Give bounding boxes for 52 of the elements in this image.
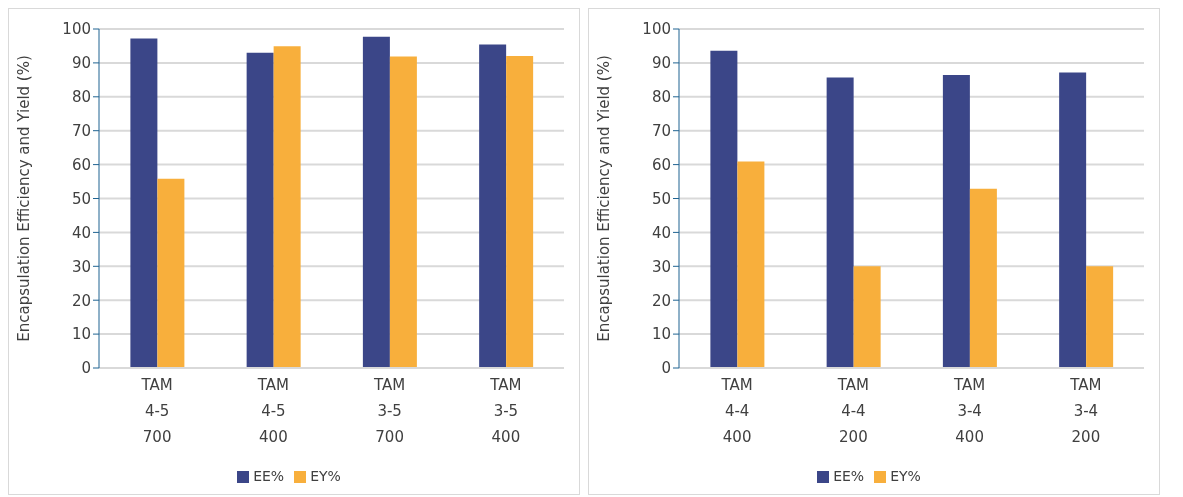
- x-tick-label: TAM 3-4 200: [1069, 376, 1102, 446]
- y-tick-label: 80: [71, 88, 91, 107]
- y-tick-label: 60: [651, 155, 671, 174]
- bar: [1059, 72, 1087, 368]
- bar: [1086, 266, 1114, 368]
- y-tick-label: 0: [661, 359, 671, 378]
- bar: [362, 36, 390, 368]
- bar: [826, 77, 854, 368]
- y-tick-label: 90: [651, 54, 671, 73]
- x-tick-label: TAM 4-5 400: [256, 376, 289, 446]
- y-tick-label: 30: [651, 257, 671, 276]
- legend-label: EE%: [833, 468, 865, 484]
- bar: [479, 44, 507, 368]
- y-tick-label: 40: [71, 223, 91, 242]
- legend-label: EY%: [890, 468, 921, 484]
- y-tick-label: 70: [71, 122, 91, 141]
- y-tick-label: 90: [71, 54, 91, 73]
- bar: [506, 56, 534, 368]
- bar: [157, 178, 185, 368]
- x-tick-label: TAM 4-5 700: [140, 376, 173, 446]
- y-tick-label: 40: [651, 223, 671, 242]
- y-tick-label: 20: [651, 291, 671, 310]
- bar: [710, 50, 738, 368]
- x-tick-label: TAM 4-4 200: [836, 376, 869, 446]
- x-tick-label: TAM 4-4 400: [720, 376, 753, 446]
- y-tick-label: 70: [651, 122, 671, 141]
- x-tick-label: TAM 3-5 700: [373, 376, 406, 446]
- bar: [246, 52, 274, 368]
- y-tick-label: 10: [651, 325, 671, 344]
- y-axis-title: Encapsulation Efficiency and Yield (%): [15, 55, 34, 342]
- x-tick-label: TAM 3-4 400: [953, 376, 986, 446]
- bar: [737, 161, 765, 368]
- y-tick-label: 50: [651, 189, 671, 208]
- y-tick-label: 100: [642, 20, 671, 39]
- y-tick-label: 10: [71, 325, 91, 344]
- bar: [942, 75, 970, 368]
- bar: [130, 38, 158, 368]
- y-tick-label: 100: [62, 20, 91, 39]
- y-tick-label: 20: [71, 291, 91, 310]
- bar: [969, 188, 997, 368]
- bar: [273, 46, 301, 368]
- bar: [853, 266, 881, 368]
- y-tick-label: 50: [71, 189, 91, 208]
- y-tick-label: 30: [71, 257, 91, 276]
- y-tick-label: 80: [651, 88, 671, 107]
- x-tick-label: TAM 3-5 400: [489, 376, 522, 446]
- legend-label: EE%: [253, 468, 285, 484]
- y-tick-label: 60: [71, 155, 91, 174]
- bar: [389, 56, 417, 368]
- y-tick-label: 0: [81, 359, 91, 378]
- y-axis-title: Encapsulation Efficiency and Yield (%): [595, 55, 614, 342]
- legend-label: EY%: [310, 468, 341, 484]
